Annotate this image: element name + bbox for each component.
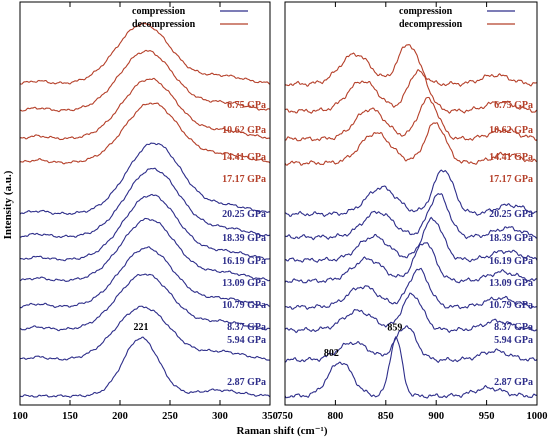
spectrum-decompression-6.75: [20, 22, 270, 85]
pressure-label: 20.25 GPa: [489, 209, 533, 220]
pressure-label: 16.19 GPa: [489, 256, 533, 267]
spectrum-decompression-10.62: [285, 68, 537, 114]
pressure-label: 6.75 GPa: [227, 100, 266, 111]
spectrum-decompression-14.41: [285, 96, 537, 142]
spectrum-decompression-6.75: [285, 44, 537, 87]
x-tick-label: 250: [162, 411, 178, 422]
spectrum-compression-20.25: [20, 142, 270, 216]
pressure-label: 10.79 GPa: [489, 300, 533, 311]
x-tick-label: 900: [428, 411, 444, 422]
spectrum-compression-20.25: [285, 169, 537, 218]
x-tick-label: 1000: [527, 411, 548, 422]
spectrum-decompression-17.17: [285, 122, 537, 166]
pressure-label: 5.94 GPa: [494, 335, 533, 346]
pressure-label: 14.41 GPa: [489, 152, 533, 163]
x-tick-label: 750: [277, 411, 293, 422]
pressure-label: 18.39 GPa: [222, 233, 266, 244]
spectrum-compression-8.37: [20, 273, 270, 332]
x-tick-label: 800: [328, 411, 344, 422]
pressure-label: 10.79 GPa: [222, 300, 266, 311]
spectrum-compression-10.79: [285, 267, 537, 311]
axes-frame: [284, 1, 538, 406]
spectrum-compression-2.87: [285, 335, 537, 399]
pressure-label: 17.17 GPa: [489, 174, 533, 185]
x-tick-label: 850: [378, 411, 394, 422]
spectrum-compression-2.87: [20, 336, 270, 398]
pressure-label: 14.41 GPa: [222, 152, 266, 163]
spectrum-compression-16.19: [20, 193, 270, 262]
spectrum-compression-5.94: [285, 325, 537, 364]
pressure-label: 6.75 GPa: [494, 100, 533, 111]
spectra-group: [285, 44, 537, 399]
axes-frame: [19, 1, 271, 406]
pressure-label: 18.39 GPa: [489, 233, 533, 244]
pressure-label: 13.09 GPa: [222, 278, 266, 289]
pressure-label: 2.87 GPa: [227, 377, 266, 388]
spectra-group: [20, 22, 270, 398]
peak-label: 802: [324, 348, 339, 359]
x-axis-title: Raman shift (cm⁻¹): [237, 425, 328, 437]
pressure-label: 5.94 GPa: [227, 335, 266, 346]
spectrum-decompression-14.41: [20, 77, 270, 141]
spectrum-compression-10.79: [20, 246, 270, 309]
spectrum-compression-18.39: [285, 192, 537, 241]
pressure-label: 2.87 GPa: [494, 377, 533, 388]
chart-panel-left: 2.87 GPa 5.94 GPa 8.37 GPa 10.79 GPa 13.09 G…: [12, 1, 278, 422]
pressure-label: 20.25 GPa: [222, 209, 266, 220]
spectrum-compression-13.09: [285, 242, 537, 284]
peak-label: 221: [134, 322, 149, 333]
spectrum-compression-16.19: [285, 216, 537, 263]
legend: compression decompression: [399, 6, 515, 30]
x-tick-label: 300: [212, 411, 228, 422]
spectrum-compression-18.39: [20, 167, 270, 239]
pressure-label: 16.19 GPa: [222, 256, 266, 267]
chart-panel-right: 2.87 GPa 5.94 GPa 8.37 GPa 10.79 GPa 13.09 G…: [277, 1, 548, 422]
pressure-label: 8.37 GPa: [227, 322, 266, 333]
y-axis-title: Intensity (a.u.): [2, 170, 14, 239]
spectrum-decompression-10.62: [20, 49, 270, 113]
legend-compression-label: compression: [132, 6, 186, 17]
legend-decompression-label: decompression: [399, 19, 463, 30]
pressure-label: 10.62 GPa: [489, 125, 533, 136]
spectrum-decompression-17.17: [20, 102, 270, 165]
x-tick-label: 150: [62, 411, 78, 422]
legend-compression-label: compression: [399, 6, 453, 17]
panels-group: 2.87 GPa 5.94 GPa 8.37 GPa 10.79 GPa 13.09 G…: [12, 1, 548, 422]
x-tick-label: 100: [12, 411, 28, 422]
x-tick-label: 350: [262, 411, 278, 422]
peak-label: 859: [387, 323, 402, 334]
pressure-label: 8.37 GPa: [494, 322, 533, 333]
pressure-label: 10.62 GPa: [222, 125, 266, 136]
legend-decompression-label: decompression: [132, 19, 196, 30]
x-tick-label: 200: [112, 411, 128, 422]
spectrum-compression-8.37: [285, 292, 537, 334]
legend: compression decompression: [132, 6, 248, 30]
spectrum-compression-13.09: [20, 217, 270, 282]
pressure-label: 13.09 GPa: [489, 278, 533, 289]
pressure-label: 17.17 GPa: [222, 174, 266, 185]
spectrum-compression-5.94: [20, 305, 270, 361]
x-tick-label: 950: [479, 411, 495, 422]
